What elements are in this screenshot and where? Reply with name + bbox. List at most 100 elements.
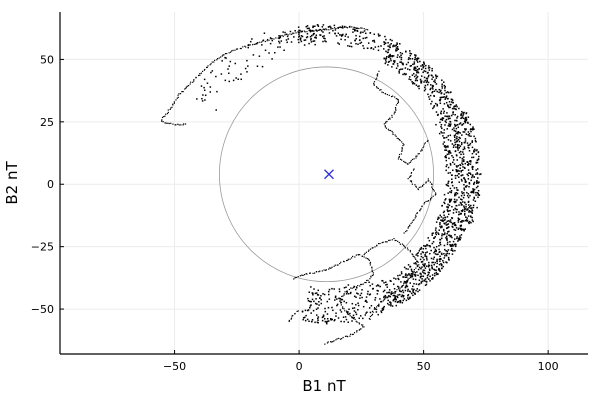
data-point [465, 133, 468, 135]
data-point [323, 37, 325, 39]
data-point [468, 181, 471, 184]
data-point [366, 301, 368, 303]
trail-point [182, 91, 184, 93]
data-point [463, 166, 466, 169]
trail-point [391, 116, 393, 118]
data-point [441, 263, 443, 266]
data-point [415, 289, 417, 292]
data-point [314, 292, 317, 295]
trail-point [364, 252, 366, 254]
data-point [408, 78, 410, 80]
data-point [448, 204, 451, 207]
data-point [401, 52, 404, 55]
data-point [431, 278, 433, 280]
trail-point [211, 61, 213, 63]
data-point [444, 85, 446, 88]
data-point [462, 117, 465, 120]
data-point [425, 257, 428, 259]
data-point [411, 288, 413, 290]
data-point [252, 54, 255, 56]
trail-point [338, 26, 340, 28]
data-point [447, 258, 450, 261]
data-point [391, 39, 393, 42]
data-point [328, 298, 331, 300]
trail-point [397, 100, 399, 102]
data-point [345, 318, 348, 321]
data-point [456, 174, 459, 177]
trail-point [177, 94, 179, 96]
data-point [393, 294, 396, 297]
data-point [420, 246, 423, 249]
trail-point [169, 108, 171, 111]
trail-point [369, 315, 371, 318]
data-point [299, 29, 301, 32]
trail-point [382, 92, 384, 94]
data-point [462, 112, 464, 114]
trail-point [327, 341, 329, 343]
data-point [415, 67, 417, 70]
data-point [453, 228, 455, 231]
data-point [434, 229, 437, 231]
data-point [463, 177, 465, 179]
data-point [478, 155, 480, 158]
data-point [352, 28, 354, 30]
data-point [458, 238, 460, 240]
data-point [476, 173, 479, 175]
trail-point [360, 283, 362, 286]
data-point [310, 41, 313, 43]
trail-point [358, 323, 361, 325]
trail-point [186, 85, 188, 87]
data-point [278, 42, 281, 44]
data-point [443, 103, 446, 105]
data-point [456, 143, 459, 146]
data-point [477, 196, 479, 199]
data-point [410, 268, 413, 271]
trail-point [386, 93, 388, 96]
data-point [395, 49, 397, 51]
data-point [408, 76, 411, 78]
data-point [224, 56, 226, 59]
data-point [398, 289, 401, 291]
trail-point [344, 335, 347, 337]
trail-point [395, 104, 398, 106]
data-point [389, 53, 391, 56]
data-point [303, 39, 306, 41]
data-point [438, 268, 440, 270]
data-point [447, 206, 449, 208]
data-point [464, 141, 466, 144]
data-point [454, 194, 456, 196]
trail-point [410, 175, 412, 177]
data-point [392, 45, 394, 48]
data-point [415, 84, 418, 86]
data-point [461, 110, 463, 113]
trail-point [353, 332, 356, 334]
trail-point [425, 182, 427, 184]
data-point [443, 201, 445, 204]
trail-point [410, 180, 412, 182]
data-point [247, 65, 249, 67]
data-point [402, 289, 404, 292]
data-point [414, 271, 416, 274]
data-point [464, 118, 466, 121]
data-point [463, 156, 465, 158]
data-point [473, 176, 475, 178]
trail-point [247, 44, 250, 47]
data-point [450, 221, 452, 224]
trail-point [413, 270, 415, 272]
data-point [339, 309, 342, 311]
data-point [442, 143, 445, 145]
data-point [460, 212, 462, 215]
trail-point [360, 328, 362, 330]
trail-point [399, 158, 402, 160]
data-point [244, 67, 247, 70]
data-point [445, 118, 448, 121]
data-point [355, 313, 358, 316]
data-point [440, 112, 442, 114]
data-point [475, 162, 478, 164]
trail-point [409, 251, 411, 253]
data-point [403, 72, 406, 75]
trail-point [407, 163, 409, 165]
data-point [434, 232, 437, 234]
data-point [392, 63, 395, 65]
data-point [414, 54, 416, 56]
